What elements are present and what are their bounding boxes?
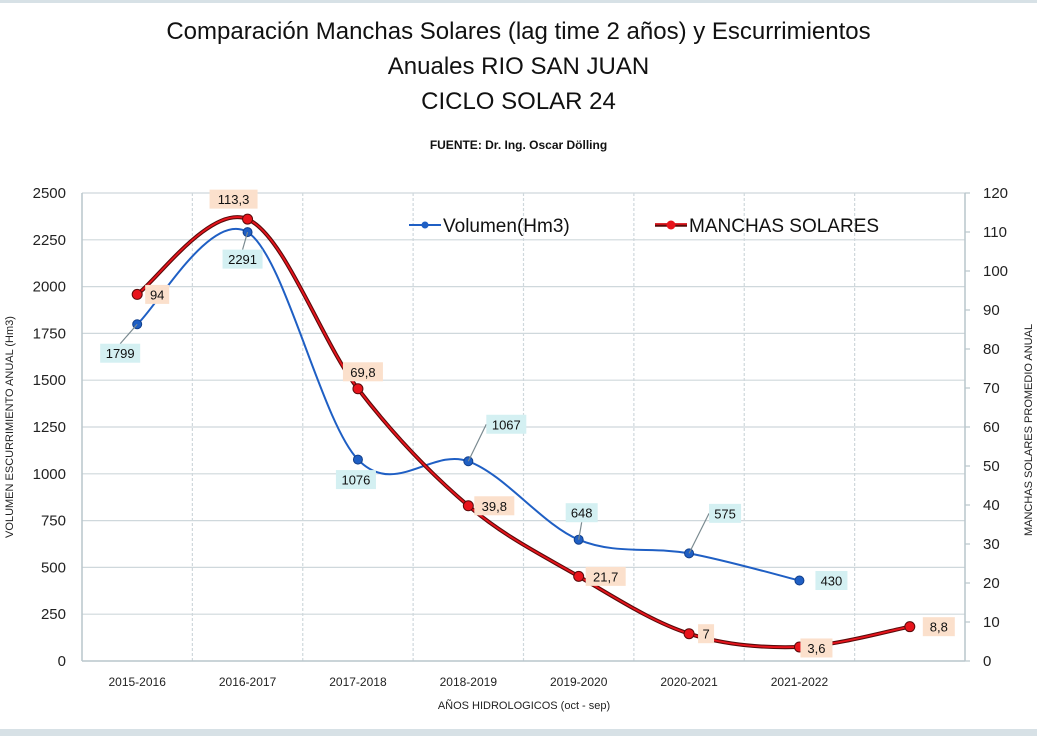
y2-tick-label: 30 (983, 536, 1000, 553)
data-label: 1067 (492, 417, 521, 432)
series-1-marker (462, 500, 474, 512)
data-label: 430 (821, 574, 843, 589)
x-tick-label: 2021-2022 (771, 675, 829, 689)
data-label-box (585, 566, 626, 586)
grid (82, 192, 965, 661)
series-1-marker (131, 288, 143, 300)
y2-tick-label: 90 (983, 302, 1000, 319)
y-tick-label: 750 (41, 513, 66, 530)
data-label-box (800, 638, 833, 658)
legend: Volumen(Hm3) MANCHAS SOLARES (409, 216, 879, 237)
data-label-box (486, 414, 527, 434)
data-label: 69,8 (350, 365, 375, 380)
y-tick-label: 1500 (33, 372, 66, 389)
chart-title-line-1: Comparación Manchas Solares (lag time 2 … (166, 18, 871, 45)
data-label-box (815, 571, 848, 591)
series-0-line (136, 228, 800, 582)
data-label-leader (688, 513, 710, 554)
data-label: 113,3 (218, 192, 250, 207)
legend-manchas-marker (666, 220, 676, 230)
y-tick-label: 2000 (33, 279, 66, 296)
data-label-box (474, 496, 515, 516)
data-label: 3,6 (807, 641, 825, 656)
data-label-box (698, 624, 715, 644)
series-1-marker (683, 628, 695, 640)
chart-source: FUENTE: Dr. Ing. Oscar Dölling (429, 138, 608, 152)
series-0-marker (794, 575, 805, 586)
data-label: 1799 (106, 346, 135, 361)
data-label: 1076 (341, 473, 370, 488)
x-axis-title: AÑOS HIDROLOGICOS (oct - sep) (438, 699, 610, 712)
x-axis-ticks: 2015-2016 2016-2017 2017-2018 2018-2019 2019… (108, 675, 828, 689)
data-label: 7 (702, 627, 709, 642)
x-tick-label: 2016-2017 (219, 675, 277, 689)
data-label-leader (119, 323, 138, 345)
y-tick-label: 0 (58, 653, 66, 670)
x-tick-label: 2019-2020 (550, 675, 608, 689)
data-label-leader (467, 423, 487, 462)
y2-tick-label: 70 (983, 380, 1000, 397)
series-1-marker (573, 570, 585, 582)
data-label-box (145, 284, 170, 304)
chart-title-line-3: CICLO SOLAR 24 (421, 88, 616, 115)
series-1-marker (352, 383, 364, 395)
legend-volumen-marker (421, 221, 429, 229)
y-tick-label: 1750 (33, 325, 66, 342)
data-label-leader (578, 522, 583, 540)
data-label-box (565, 503, 598, 523)
data-label-box (342, 362, 383, 382)
data-label-leader (241, 231, 249, 250)
x-tick-label: 2015-2016 (108, 675, 166, 689)
y2-tick-label: 0 (983, 653, 991, 670)
bottom-border (0, 729, 1037, 736)
y2-tick-label: 100 (983, 263, 1008, 280)
y-tick-label: 1250 (33, 419, 66, 436)
x-tick-label: 2020-2021 (660, 675, 718, 689)
x-tick-label: 2017-2018 (329, 675, 387, 689)
chart-title-line-2: Anuales RIO SAN JUAN (387, 53, 650, 80)
y2-tick-label: 50 (983, 458, 1000, 475)
data-label: 21,7 (593, 569, 618, 584)
y-tick-label: 500 (41, 559, 66, 576)
y2-tick-label: 20 (983, 575, 1000, 592)
y2-tick-label: 60 (983, 419, 1000, 436)
y2-tick-label: 110 (983, 224, 1007, 241)
y-axis-right-title: MANCHAS SOLARES PROMEDIO ANUAL (1023, 324, 1035, 536)
data-label: 8,8 (930, 620, 948, 635)
series-1-line (136, 216, 910, 649)
data-label-box (922, 617, 955, 637)
data-label-box (100, 343, 141, 363)
series-0-marker (352, 454, 363, 465)
y-tick-label: 2250 (33, 232, 66, 249)
data-label: 648 (571, 506, 593, 521)
legend-manchas-label: MANCHAS SOLARES (689, 216, 879, 237)
data-label-box (222, 249, 263, 269)
top-border (0, 0, 1037, 3)
series-1-marker (242, 213, 254, 225)
y-axis-left-title: VOLUMEN ESCURRIMIENTO ANUAL (Hm3) (4, 316, 16, 538)
y2-tick-label: 120 (983, 185, 1008, 202)
y-axis-left-ticks: 0 250 500 750 1000 1250 1500 1750 2000 2250 2500 (33, 185, 66, 670)
data-label-box (209, 189, 258, 209)
data-label: 39,8 (482, 499, 507, 514)
data-label: 94 (150, 287, 164, 302)
data-label-box (335, 470, 376, 490)
y2-tick-label: 80 (983, 341, 1000, 358)
y-tick-label: 2500 (33, 185, 66, 202)
x-tick-label: 2018-2019 (440, 675, 498, 689)
y-tick-label: 250 (41, 606, 66, 623)
data-labels: 1799 2291 1076 1067 648 575 430 94 113,3 69,8 39,8… (100, 189, 955, 658)
series-1-marker (904, 621, 916, 633)
series-layer (131, 213, 916, 653)
y-tick-label: 1000 (33, 466, 66, 483)
y2-tick-label: 10 (983, 614, 1000, 631)
legend-volumen-label: Volumen(Hm3) (443, 216, 570, 237)
data-label-box (709, 503, 742, 523)
data-label: 575 (714, 506, 736, 521)
y2-tick-label: 40 (983, 497, 1000, 514)
y-axis-right-ticks: 0 10 20 30 40 50 60 70 80 90 100 110 120 (965, 185, 1008, 670)
data-label: 2291 (228, 252, 257, 267)
